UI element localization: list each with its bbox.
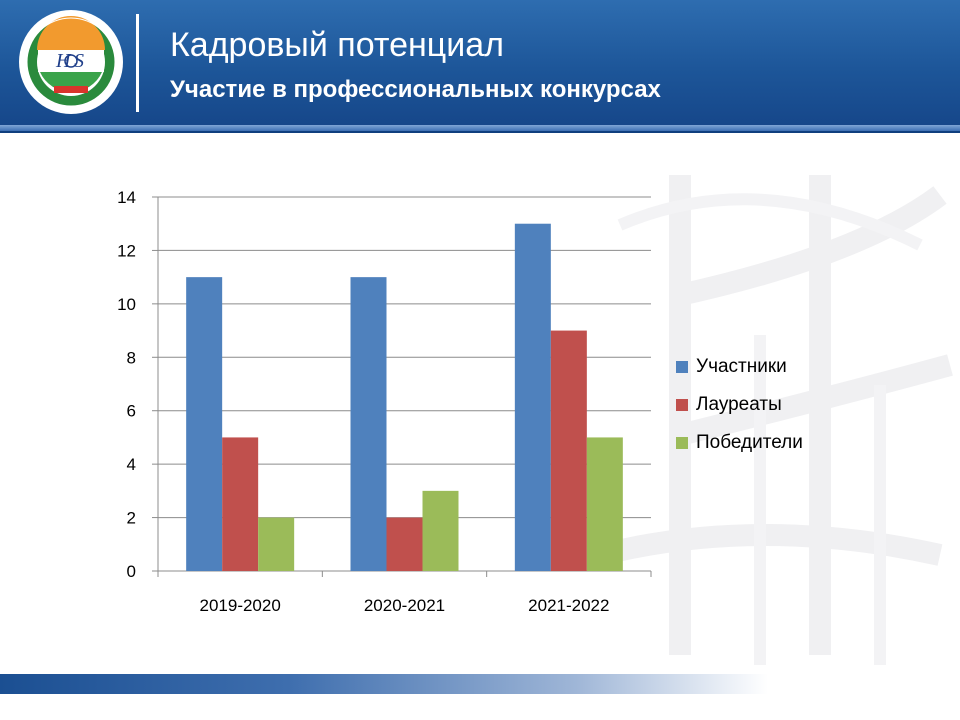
page-subtitle: Участие в профессиональных конкурсах (170, 76, 661, 103)
y-tick-label: 14 (117, 188, 136, 207)
legend-item: Победители (676, 424, 803, 462)
header-divider (136, 14, 139, 112)
svg-text:S: S (74, 50, 84, 72)
background-watermark (597, 175, 953, 665)
x-tick-label: 2020-2021 (364, 596, 445, 615)
header-bar (0, 0, 960, 125)
bar (514, 223, 551, 571)
y-tick-label: 10 (117, 295, 136, 314)
bar (222, 437, 259, 571)
page-title: Кадровый потенциал (170, 26, 504, 64)
legend-label: Участники (696, 356, 787, 377)
legend-item: Лауреаты (676, 386, 803, 424)
chart-legend: Участники Лауреаты Победители (676, 348, 803, 462)
bar (550, 330, 587, 571)
header-rule-dark (0, 131, 960, 133)
bar-chart: 0 2 4 6 8 10 12 14 2019-2020 2020-2021 2021-2022 (117, 188, 652, 615)
bar (386, 517, 423, 571)
bar (186, 277, 223, 571)
x-tick-label: 2021-2022 (528, 596, 609, 615)
svg-text:H: H (55, 50, 72, 72)
x-tick-label: 2019-2020 (200, 596, 281, 615)
bar (350, 277, 387, 571)
bar (422, 490, 459, 571)
legend-swatch (676, 361, 688, 373)
y-tick-label: 6 (127, 402, 136, 421)
bar (586, 437, 623, 571)
footer-gradient-bar (0, 674, 960, 694)
y-tick-label: 12 (117, 241, 136, 260)
school-emblem-icon: H S (19, 10, 123, 114)
y-tick-label: 2 (127, 509, 136, 528)
bar (258, 517, 295, 571)
y-tick-label: 0 (127, 562, 136, 581)
legend-item: Участники (676, 348, 803, 386)
legend-label: Победители (696, 432, 803, 453)
legend-label: Лауреаты (696, 394, 782, 415)
y-tick-label: 8 (127, 348, 136, 367)
legend-swatch (676, 399, 688, 411)
legend-swatch (676, 437, 688, 449)
y-tick-label: 4 (127, 455, 136, 474)
header-rule (0, 125, 960, 131)
